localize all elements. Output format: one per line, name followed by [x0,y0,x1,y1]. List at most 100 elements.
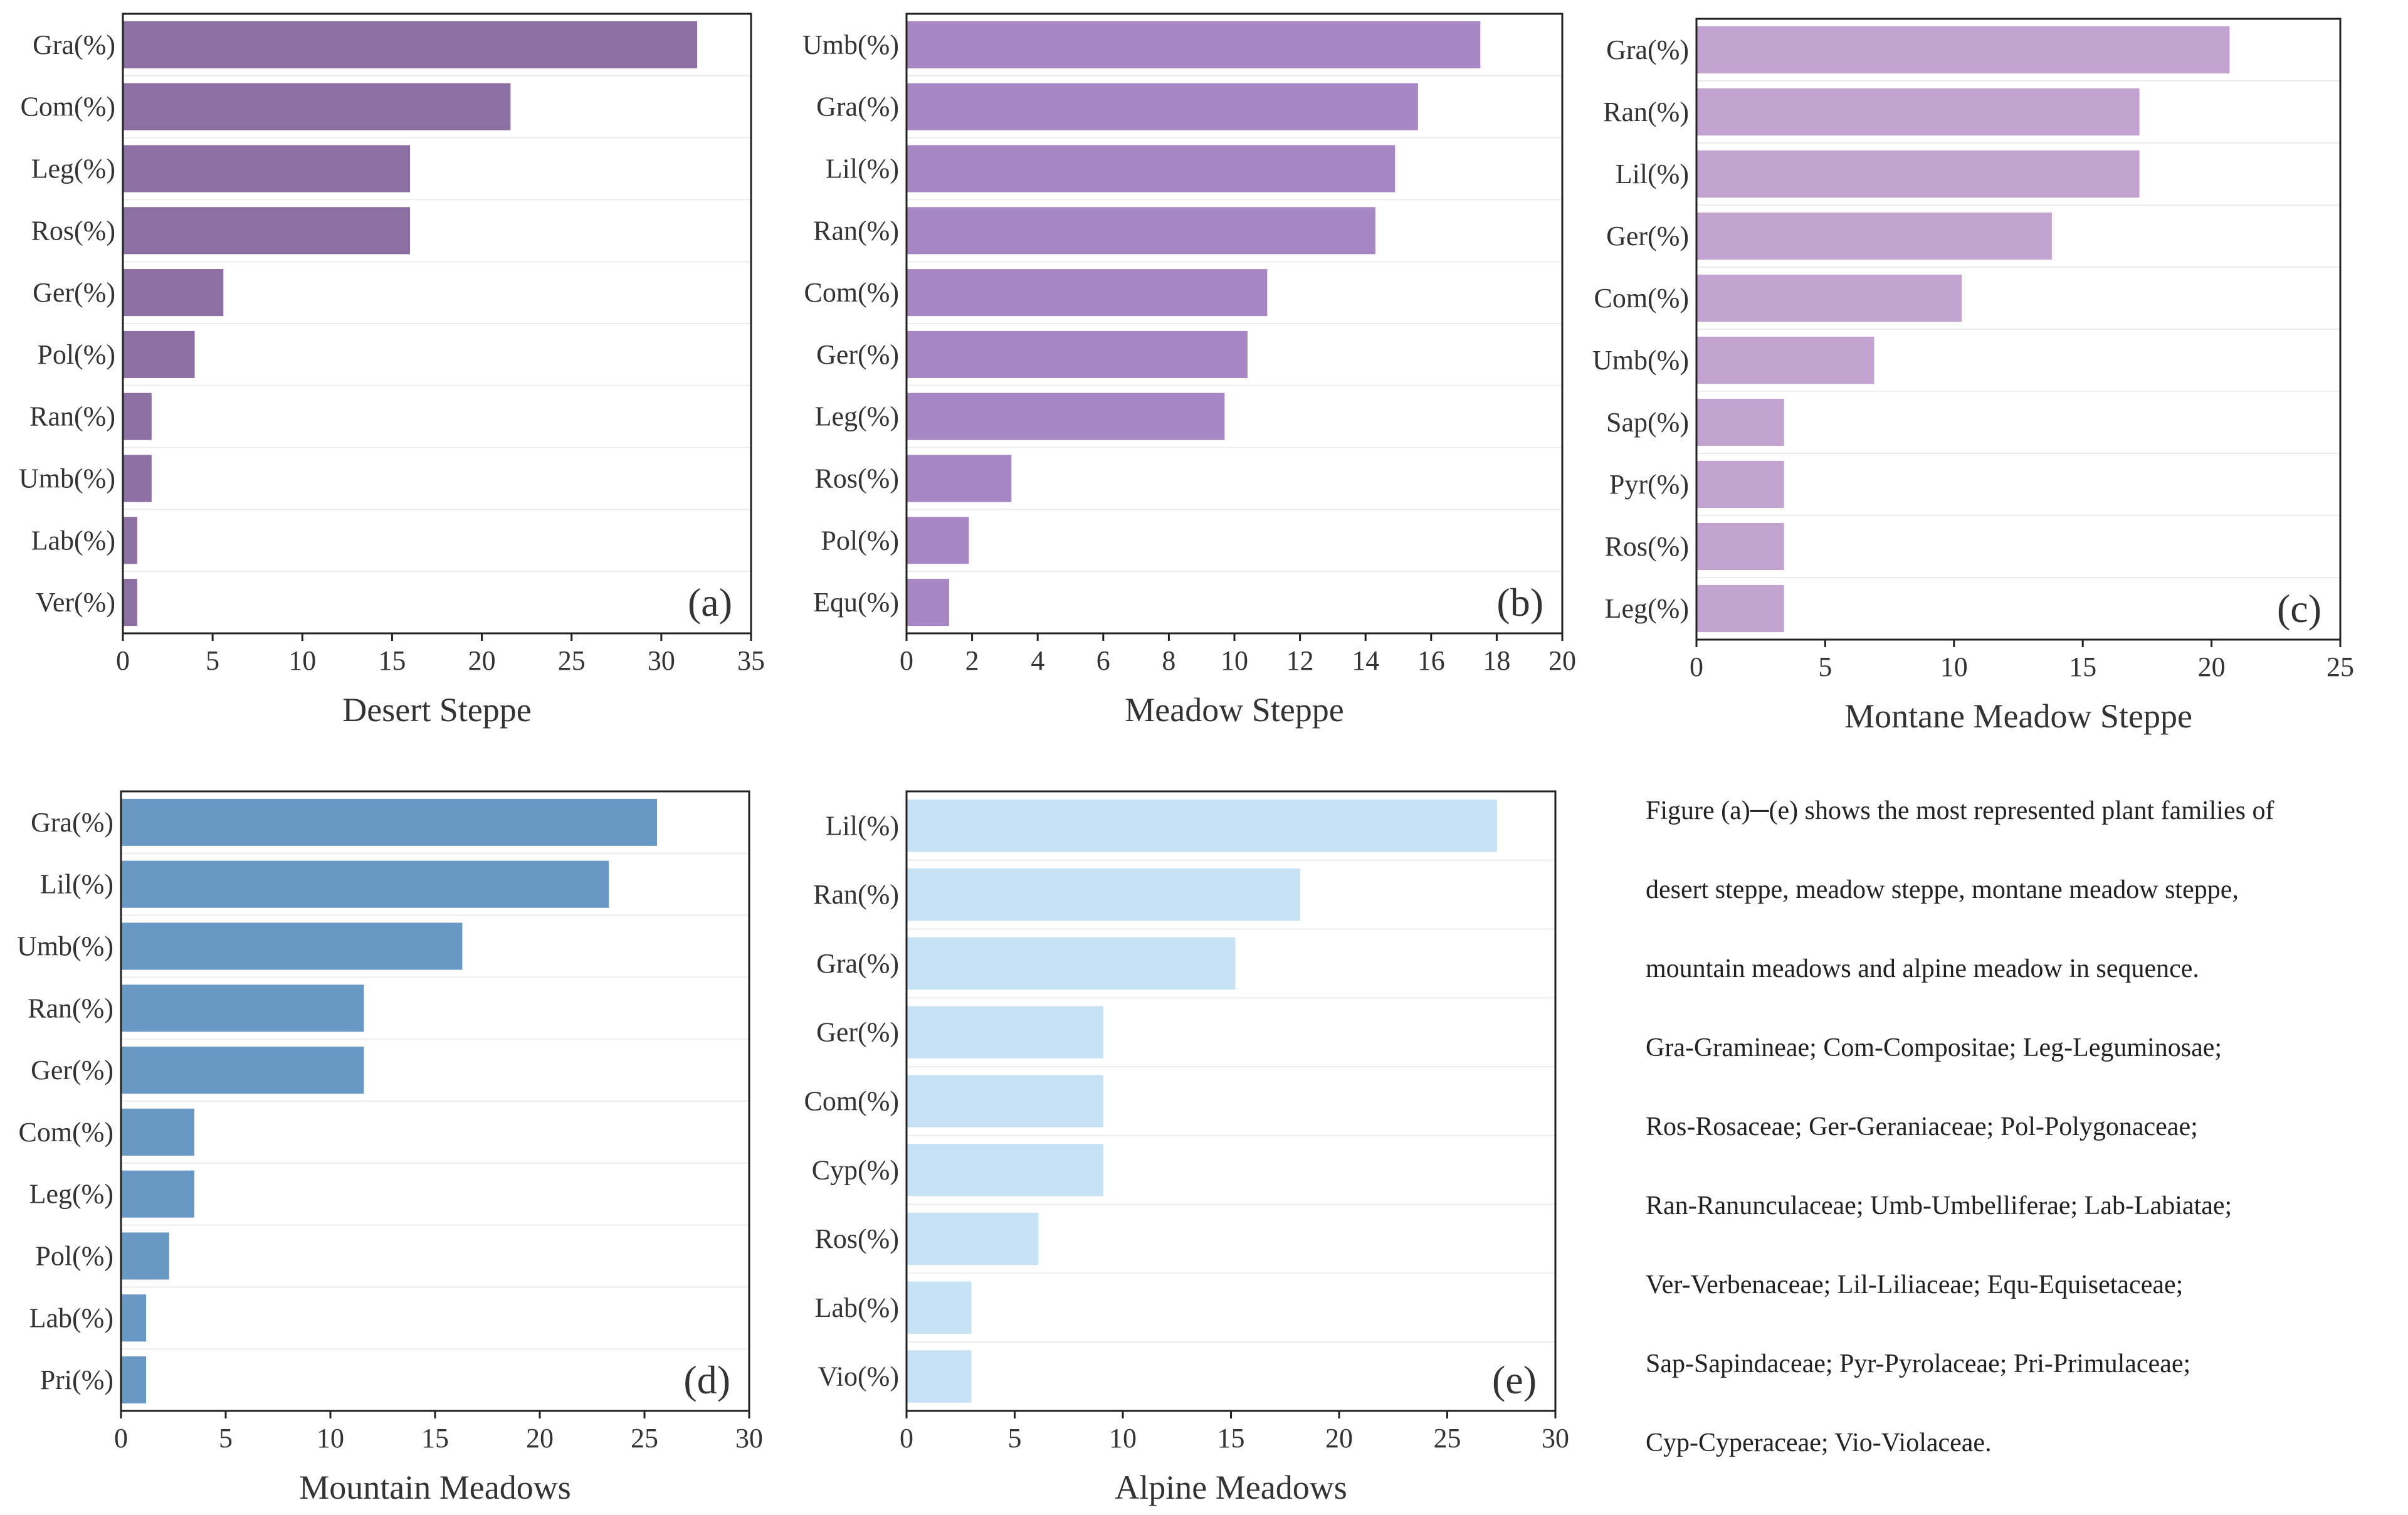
category-label: Com(%) [804,277,899,308]
x-tick-label: 35 [737,645,765,676]
bar [123,83,511,130]
category-label: Ran(%) [29,401,115,432]
x-tick-label: 15 [421,1423,449,1454]
category-label: Ros(%) [1605,531,1689,562]
category-label: Ver(%) [36,587,115,618]
category-label: Com(%) [804,1086,899,1117]
caption-line: Gra-Gramineae; Com-Compositae; Leg-Legum… [1646,1033,2222,1062]
bar [123,579,137,626]
category-label: Ger(%) [1606,221,1689,251]
bar [1696,88,2140,136]
bar [1696,584,1784,633]
x-tick-label: 20 [1548,645,1576,676]
category-label: Com(%) [20,92,115,122]
category-label: Lil(%) [826,810,899,841]
bar [1696,398,1784,446]
bar [907,207,1375,255]
plot-frame [122,13,752,635]
bar [121,1232,169,1280]
x-tick-label: 4 [1031,645,1044,676]
x-tick-label: 20 [2198,652,2226,682]
bar [123,21,698,68]
bar [907,393,1225,440]
x-tick-label: 10 [1940,652,1968,682]
bar [907,330,1248,378]
x-tick-label: 10 [317,1423,344,1454]
bar [123,145,411,193]
bar [907,21,1481,68]
category-label: Leg(%) [815,401,899,432]
category-label: Lil(%) [40,869,113,900]
bar [121,922,463,970]
category-label: Umb(%) [1592,345,1689,376]
bar [907,455,1012,502]
x-tick-label: 0 [900,645,913,676]
x-tick-label: 25 [1434,1423,1461,1454]
bar [907,83,1418,130]
category-label: Ran(%) [813,215,899,246]
bar [907,1281,972,1334]
category-label: Gra(%) [1606,34,1689,65]
bar [121,984,364,1032]
caption-line: desert steppe, meadow steppe, montane me… [1646,875,2239,904]
bar [1696,150,2140,198]
x-tick-label: 10 [1221,645,1248,676]
x-tick-label: 20 [526,1423,554,1454]
x-tick-label: 25 [558,645,586,676]
bar [907,1144,1103,1196]
category-label: Ros(%) [31,215,115,246]
chart-panel-a: Gra(%) Com(%) Leg(%) Ros(%) Ger(%) Pol(%) Ran(… [19,13,765,729]
category-label: Leg(%) [29,1179,113,1210]
category-label: Cyp(%) [812,1154,899,1185]
x-tick-label: 12 [1286,645,1314,676]
bar [907,1006,1103,1058]
category-label: Ros(%) [815,463,899,494]
category-label: Pri(%) [40,1365,113,1395]
x-tick-label: 15 [2069,652,2096,682]
x-axis-title: Montane Meadow Steppe [1844,697,2192,735]
bar [907,937,1236,990]
bar [1696,212,2052,260]
x-tick-label: 5 [1818,652,1832,682]
caption-line: Cyp-Cyperaceae; Vio-Violaceae. [1646,1428,1992,1457]
bar [907,579,949,626]
chart-panel-c: Gra(%) Ran(%) Lil(%) Ger(%) Com(%) Umb(%) Sap(… [1592,18,2354,735]
x-tick-label: 16 [1417,645,1445,676]
x-tick-label: 30 [1542,1423,1569,1454]
category-label: Umb(%) [802,29,899,60]
x-tick-label: 8 [1162,645,1175,676]
category-label: Gra(%) [33,29,115,60]
bar [123,517,137,564]
x-tick-label: 5 [219,1423,233,1454]
bar [123,393,152,440]
category-label: Com(%) [18,1117,113,1148]
bar [907,145,1396,193]
x-tick-label: 0 [116,645,130,676]
x-tick-label: 0 [114,1423,128,1454]
category-label: Ger(%) [816,1017,899,1048]
x-tick-label: 0 [900,1423,913,1454]
bar [907,269,1268,317]
category-label: Leg(%) [1605,593,1689,624]
x-axis-title: Meadow Steppe [1125,691,1343,729]
x-tick-label: 6 [1096,645,1110,676]
category-label: Vio(%) [818,1361,899,1392]
category-label: Gra(%) [816,948,899,979]
bar [907,517,969,564]
bar [907,1350,972,1403]
x-tick-label: 30 [648,645,675,676]
x-tick-label: 5 [1008,1423,1022,1454]
category-label: Lab(%) [31,525,115,556]
category-label: Leg(%) [31,154,115,184]
chart-panel-b: Umb(%) Gra(%) Lil(%) Ran(%) Com(%) Ger(%) Leg(… [802,13,1576,729]
bar [907,1075,1103,1127]
x-axis-title: Alpine Meadows [1115,1469,1347,1506]
caption-line: Sap-Sapindaceae; Pyr-Pyrolaceae; Pri-Pri… [1646,1349,2191,1378]
category-label: Ran(%) [28,993,113,1023]
panel-label: (b) [1496,580,1543,625]
x-axis-title: Desert Steppe [342,691,531,729]
category-label: Umb(%) [17,931,113,962]
panel-label: (a) [688,580,732,625]
bar [123,269,224,317]
category-label: Lab(%) [29,1302,113,1333]
